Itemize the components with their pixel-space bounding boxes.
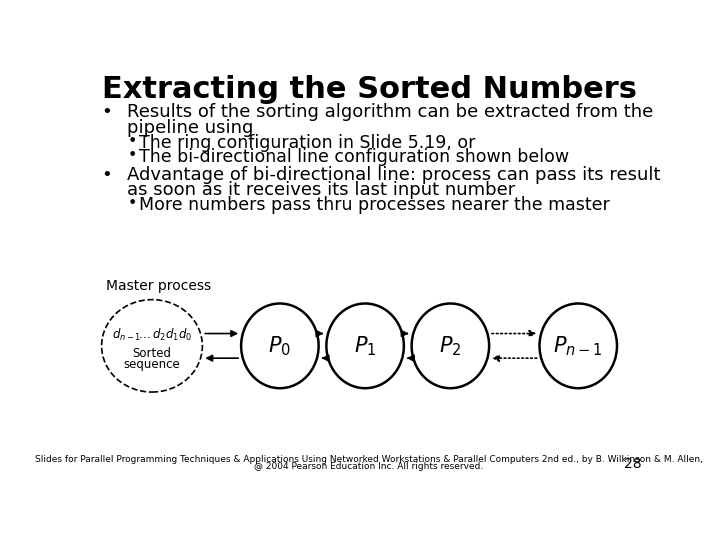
Text: Slides for Parallel Programming Techniques & Applications Using Networked Workst: Slides for Parallel Programming Techniqu… — [35, 455, 703, 464]
Text: as soon as it receives its last input number: as soon as it receives its last input nu… — [127, 181, 516, 199]
Text: The bi-directional line configuration shown below: The bi-directional line configuration sh… — [139, 148, 569, 166]
Text: $d_{n-1}\!\ldots\, d_2 d_1 d_0$: $d_{n-1}\!\ldots\, d_2 d_1 d_0$ — [112, 327, 192, 343]
Text: Master process: Master process — [106, 280, 211, 294]
Text: Advantage of bi-directional line: process can pass its result: Advantage of bi-directional line: proces… — [127, 166, 661, 184]
Text: $P_0$: $P_0$ — [269, 334, 292, 357]
Text: The ring configuration in Slide 5.19, or: The ring configuration in Slide 5.19, or — [139, 134, 475, 152]
Text: $P_2$: $P_2$ — [439, 334, 462, 357]
Text: Results of the sorting algorithm can be extracted from the: Results of the sorting algorithm can be … — [127, 103, 654, 122]
Text: sequence: sequence — [124, 358, 181, 371]
Text: •: • — [127, 197, 137, 212]
Text: $P_{n-1}$: $P_{n-1}$ — [554, 334, 603, 357]
Text: 28: 28 — [624, 457, 642, 470]
Text: Extracting the Sorted Numbers: Extracting the Sorted Numbers — [102, 75, 636, 104]
Text: •: • — [127, 134, 137, 149]
Text: •: • — [101, 103, 112, 122]
Text: pipeline using: pipeline using — [127, 119, 253, 137]
Text: •: • — [101, 166, 112, 184]
Text: @ 2004 Pearson Education Inc. All rights reserved.: @ 2004 Pearson Education Inc. All rights… — [254, 462, 484, 470]
Text: Sorted: Sorted — [132, 347, 171, 360]
Text: $P_1$: $P_1$ — [354, 334, 377, 357]
Text: •: • — [127, 148, 137, 163]
Text: More numbers pass thru processes nearer the master: More numbers pass thru processes nearer … — [139, 197, 610, 214]
